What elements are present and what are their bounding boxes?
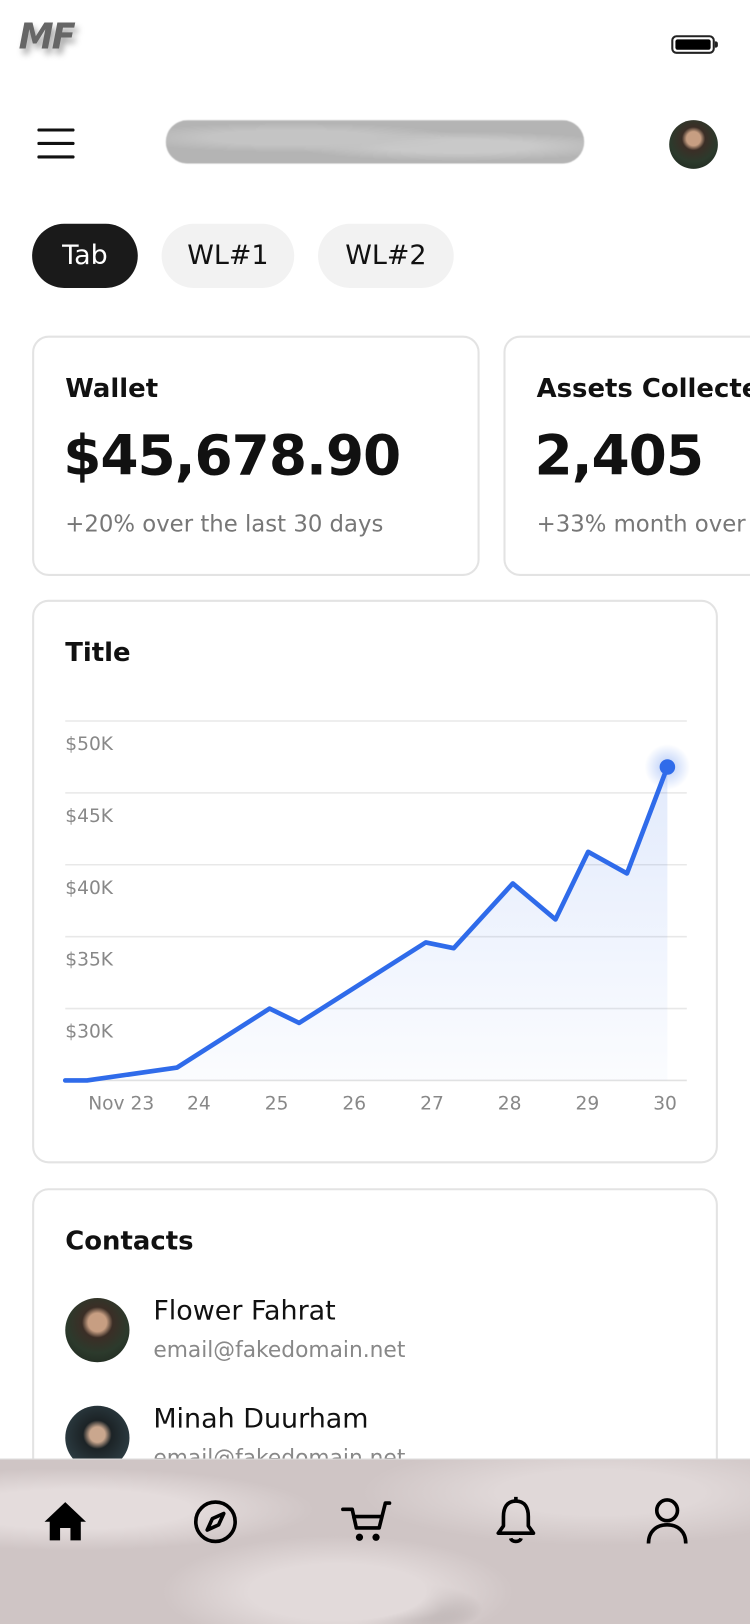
chart-title: Title (65, 637, 131, 668)
line (62, 764, 670, 1083)
card-value: 2,405 (534, 424, 705, 488)
tab-bar (0, 1458, 750, 1624)
card-label: Wallet (65, 372, 159, 403)
y-tick-label: $40K (65, 878, 114, 899)
x-tick-label: 27 (420, 1093, 444, 1114)
card-note: +20% over the last 30 days (65, 511, 384, 538)
wallet-card[interactable]: Wallet $45,678.90 +20% over the last 30 … (32, 335, 480, 576)
assets-card[interactable]: Assets Collected 2,405 +33% month over m… (503, 335, 750, 576)
x-tick-label: 26 (342, 1093, 366, 1114)
logo: MF (18, 16, 76, 59)
x-tick-label: 24 (187, 1093, 211, 1114)
chart-card: Title $30K $35K $40K $45K $50K Nov 23 24 25 26 27… (32, 599, 718, 1164)
cart-icon[interactable] (340, 1499, 392, 1545)
card-note: +33% month over month (536, 511, 750, 538)
contact-email: email@fakedomain.net (153, 1337, 406, 1363)
chart: $30K $35K $40K $45K $50K Nov 23 24 25 26 27 28 29 30 (62, 720, 691, 1114)
y-tick-label: $30K (65, 1022, 114, 1043)
x-tick-label: 28 (498, 1093, 522, 1114)
home-icon[interactable] (41, 1499, 91, 1545)
tab[interactable]: WL#1 (161, 223, 295, 288)
contacts-title: Contacts (65, 1225, 194, 1256)
area (65, 767, 668, 1081)
contact-avatar (65, 1297, 130, 1363)
menu-button[interactable] (37, 128, 76, 159)
y-tick-label: $45K (65, 806, 114, 827)
notifications-icon[interactable] (493, 1496, 539, 1546)
highlight-point (659, 759, 676, 775)
contact-name[interactable]: Minah Duurham (153, 1403, 369, 1435)
explore-icon[interactable] (192, 1498, 240, 1546)
search-bar[interactable] (165, 120, 585, 164)
tab[interactable]: WL#2 (318, 223, 454, 288)
card-value: $45,678.90 (63, 424, 401, 488)
profile-avatar[interactable] (669, 120, 718, 169)
profile-icon[interactable] (644, 1497, 690, 1547)
x-tick-label: 25 (265, 1093, 289, 1114)
card-label: Assets Collected (536, 372, 750, 403)
x-tick-label: 30 (653, 1093, 677, 1114)
battery (671, 35, 718, 54)
x-tick-label: 29 (576, 1093, 600, 1114)
contacts-card: Contacts Flower Fahrat email@fakedomain.… (32, 1188, 718, 1499)
tab[interactable]: Tab (32, 223, 138, 288)
y-tick-label: $50K (65, 734, 114, 755)
x-tick-label: Nov 23 (88, 1093, 154, 1114)
y-tick-label: $35K (65, 950, 114, 971)
contact-name[interactable]: Flower Fahrat (153, 1295, 336, 1328)
